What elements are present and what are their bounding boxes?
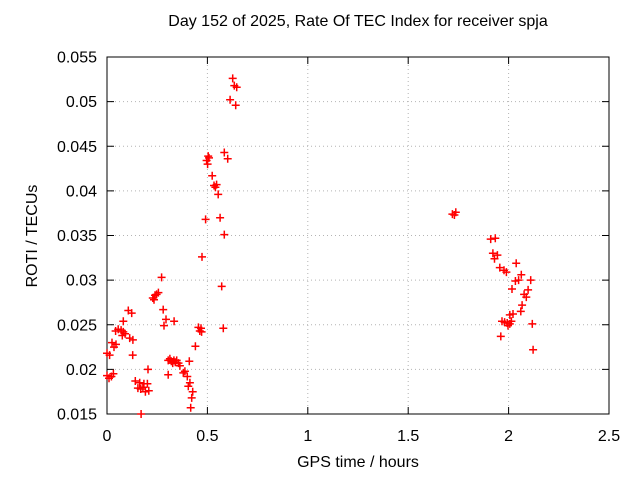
x-tick-label: 0.5 [196,428,218,445]
y-tick-label: 0.04 [66,183,97,200]
y-tick-label: 0.015 [57,407,97,424]
y-tick-label: 0.035 [57,228,97,245]
chart-title: Day 152 of 2025, Rate Of TEC Index for r… [168,13,548,30]
y-axis-label: ROTI / TECUs [24,184,41,288]
axis-ticks [106,56,610,415]
gridlines [107,57,609,414]
y-tick-label: 0.045 [57,139,97,156]
x-tick-label: 1 [303,428,312,445]
plot-frame [106,56,610,415]
y-tick-label: 0.025 [57,317,97,334]
y-tick-label: 0.02 [66,362,97,379]
x-tick-label: 1.5 [397,428,419,445]
x-axis-label: GPS time / hours [297,454,419,471]
x-tick-label: 0 [103,428,112,445]
data-points-roti [103,74,538,418]
y-tick-label: 0.05 [66,94,97,111]
x-tick-label: 2.5 [598,428,620,445]
y-tick-label: 0.03 [66,273,97,290]
y-tick-label: 0.055 [57,50,97,67]
x-tick-label: 2 [504,428,513,445]
